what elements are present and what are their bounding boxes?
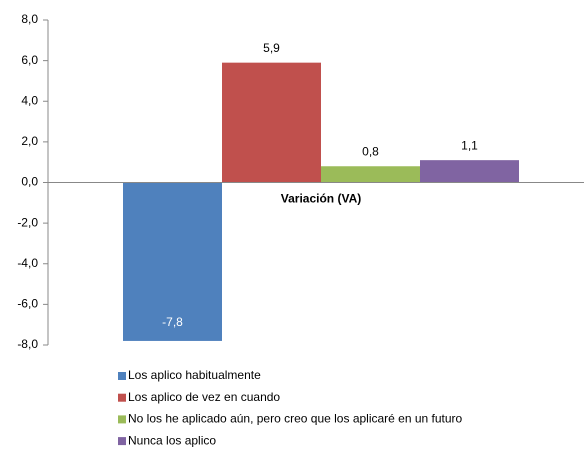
- bar: [420, 160, 519, 183]
- y-tick-label: -6,0: [17, 297, 38, 311]
- legend-swatch: [118, 437, 126, 446]
- y-tick-label: 2,0: [21, 134, 38, 148]
- y-tick-label: -2,0: [17, 215, 38, 229]
- legend-swatch: [118, 393, 126, 402]
- legend-swatch: [118, 372, 126, 380]
- legend-label: No los he aplicado aún, pero creo que lo…: [128, 412, 463, 426]
- data-label: 0,8: [362, 144, 379, 158]
- data-label: 5,9: [263, 41, 280, 55]
- legend-label: Los aplico habitualmente: [128, 368, 261, 382]
- y-tick-label: -4,0: [17, 256, 38, 270]
- bar: [321, 166, 420, 183]
- data-label: -7,8: [162, 315, 183, 329]
- bar: [222, 62, 321, 183]
- y-tick-label: 4,0: [21, 93, 38, 107]
- y-tick-label: -8,0: [17, 337, 38, 351]
- legend-label: Nunca los aplico: [128, 433, 216, 447]
- data-label: 1,1: [461, 138, 478, 152]
- y-tick-label: 6,0: [21, 53, 38, 67]
- legend-swatch: [118, 415, 126, 424]
- legend-label: Los aplico de vez en cuando: [128, 390, 280, 404]
- y-tick-label: 8,0: [21, 12, 38, 26]
- bar: [123, 182, 222, 341]
- y-tick-label: 0,0: [21, 175, 38, 189]
- x-tick-label: Variación (VA): [281, 192, 361, 206]
